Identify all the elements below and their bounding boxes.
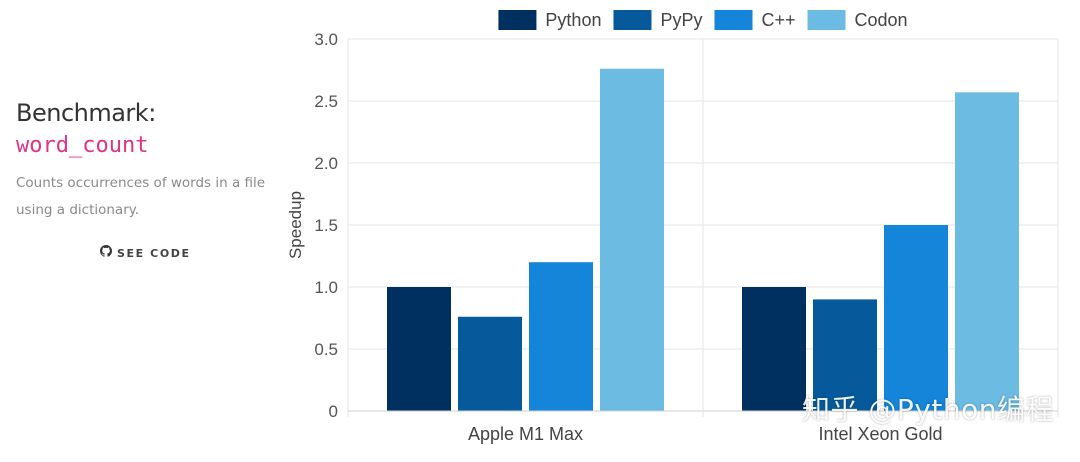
y-tick-label: 2.0	[314, 154, 338, 173]
y-tick-label: 0.5	[314, 340, 338, 359]
bar-pypy	[458, 316, 522, 411]
bar-c-	[884, 225, 948, 411]
legend-swatch	[498, 10, 537, 30]
legend-label: Python	[545, 10, 601, 30]
axis-layer: 0 0.5 1.0 1.5 2.0 2.5 3.0 Apple M1 Max Intel Xeo…	[286, 30, 1059, 444]
benchmark-name: word_count	[16, 133, 149, 158]
x-tick-label: Intel Xeon Gold	[818, 424, 942, 444]
benchmark-description: Counts occurrences of words in a file us…	[16, 175, 266, 218]
bars-layer	[387, 68, 1019, 411]
x-tick-label: Apple M1 Max	[468, 424, 583, 444]
bar-python	[387, 287, 451, 411]
see-code-label: SEE CODE	[117, 246, 191, 260]
legend-item: C++	[714, 10, 796, 30]
y-tick-label: 1.0	[314, 278, 338, 297]
legend-swatch	[714, 10, 753, 30]
legend-item: Python	[498, 10, 601, 30]
legend-swatch	[807, 10, 846, 30]
bar-codon	[955, 92, 1019, 411]
watermark: 知乎 @Python编程	[802, 393, 1054, 426]
y-tick-label: 1.5	[314, 216, 338, 235]
legend-swatch	[613, 10, 652, 30]
grid-layer	[347, 38, 1059, 412]
legend: Python PyPy C++ Codon	[498, 10, 908, 30]
benchmark-info-panel: Benchmark: word_count Counts occurrences…	[16, 96, 276, 260]
legend-item: PyPy	[613, 10, 702, 30]
bar-codon	[600, 68, 664, 411]
legend-label: Codon	[855, 10, 908, 30]
y-tick-label: 3.0	[314, 30, 338, 49]
see-code-link[interactable]: SEE CODE	[100, 244, 191, 262]
bar-pypy	[813, 299, 877, 411]
legend-label: PyPy	[660, 10, 702, 30]
y-tick-label: 2.5	[314, 92, 338, 111]
y-axis-label: Speedup	[286, 191, 305, 259]
legend-item: Codon	[807, 10, 908, 30]
bar-python	[742, 287, 806, 411]
y-tick-label: 0	[329, 402, 338, 421]
bar-c-	[529, 262, 593, 411]
github-icon	[100, 244, 112, 262]
legend-label: C++	[761, 10, 795, 30]
benchmark-heading: Benchmark:	[16, 99, 156, 127]
